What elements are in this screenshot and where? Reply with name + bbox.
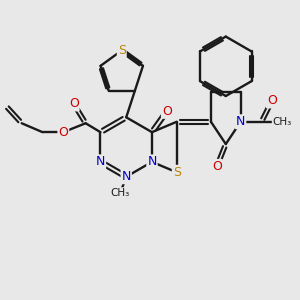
Text: N: N [147,155,157,168]
Text: S: S [173,166,181,179]
Text: N: N [96,155,105,168]
Text: O: O [162,105,172,118]
Text: O: O [69,98,79,110]
Text: O: O [267,94,277,107]
Text: S: S [118,44,126,57]
Text: O: O [58,126,68,139]
Text: N: N [236,115,245,128]
Text: N: N [122,170,131,183]
Text: CH₃: CH₃ [273,117,292,127]
Text: O: O [212,160,222,173]
Text: CH₃: CH₃ [111,188,130,198]
